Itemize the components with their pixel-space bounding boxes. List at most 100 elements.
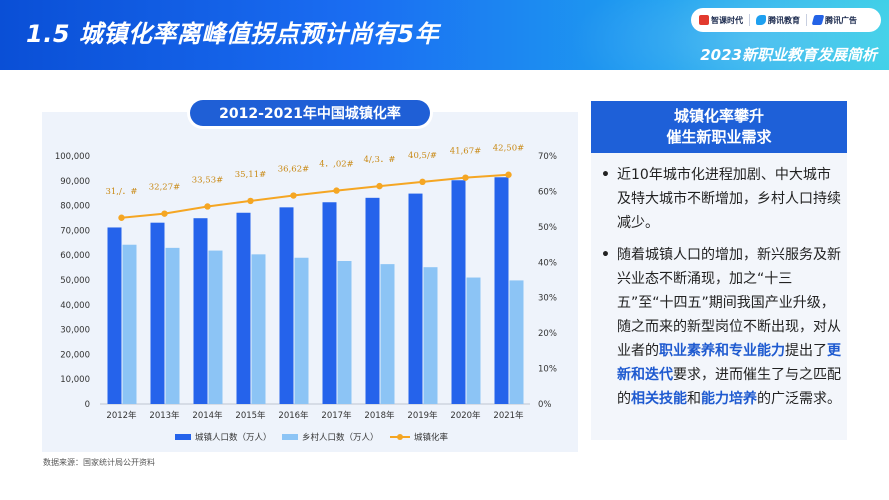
y-right-tick-label: 0%	[538, 400, 552, 410]
legend-urban-label: 城镇人口数（万人）	[195, 432, 272, 443]
highlight-text: 相关技能	[631, 391, 687, 407]
rate-data-label: 4．,02#	[319, 160, 354, 170]
logo-divider	[806, 14, 807, 26]
rate-data-label: 40,5/#	[408, 151, 437, 161]
side-panel-body: • 近10年城市化进程加剧、中大城市及特大城市不断增加，乡村人口持续减少。 • …	[601, 163, 841, 419]
bar-urban	[193, 218, 208, 404]
logo-zhike: 智课时代	[699, 15, 743, 26]
rate-point	[118, 214, 125, 221]
y-left-tick-label: 30,000	[60, 326, 90, 336]
logo-tencent-edu: 腾讯教育	[756, 15, 800, 26]
rate-data-label: 36,62#	[278, 165, 309, 175]
rate-point	[462, 174, 469, 181]
x-tick-label: 2014年	[192, 410, 223, 421]
y-left-tick-label: 50,000	[60, 276, 90, 286]
bar-urban	[365, 197, 380, 404]
logo-tencent-edu-label: 腾讯教育	[768, 15, 800, 25]
rate-point	[247, 197, 254, 205]
logo-divider	[749, 14, 750, 26]
x-tick-label: 2018年	[364, 410, 395, 421]
legend-rural-label: 乡村人口数（万人）	[302, 432, 379, 443]
y-left-tick-label: 80,000	[60, 202, 90, 212]
highlight-text: 职业素养和专业能力	[659, 343, 785, 359]
legend-rural-swatch	[282, 434, 298, 440]
bar-rural	[208, 250, 223, 404]
rate-point	[290, 192, 297, 199]
x-tick-label: 2019年	[407, 410, 438, 421]
page-title: 1.5 城镇化率离峰值拐点预计尚有5年	[26, 20, 440, 48]
y-right-tick-label: 30%	[538, 294, 557, 304]
tencent-edu-logo-icon	[756, 15, 766, 25]
bullet-text: 近10年城市化进程加剧、中大城市及特大城市不断增加，乡村人口持续减少。	[617, 167, 841, 231]
y-right-tick-label: 60%	[538, 187, 557, 197]
x-tick-label: 2020年	[450, 410, 481, 421]
bar-urban	[236, 212, 251, 404]
y-left-tick-label: 40,000	[60, 301, 90, 311]
rate-point	[161, 210, 168, 217]
bar-rural	[466, 277, 481, 404]
bar-rural	[337, 261, 352, 404]
logo-tencent-ads: 腾讯广告	[811, 15, 857, 26]
highlight-text: 能力培养	[701, 391, 757, 407]
y-right-tick-label: 70%	[538, 152, 557, 162]
y-left-tick-label: 60,000	[60, 251, 90, 261]
y-right-tick-label: 50%	[538, 223, 557, 233]
bar-rural	[294, 257, 309, 404]
bar-rural	[509, 280, 524, 404]
bar-urban	[107, 227, 122, 404]
zhike-logo-icon	[699, 15, 709, 25]
bullet-icon: •	[601, 247, 610, 263]
x-tick-label: 2016年	[278, 410, 309, 421]
side-title-line2: 催生新职业需求	[666, 128, 772, 146]
bar-urban	[408, 193, 423, 404]
y-right-tick-label: 20%	[538, 329, 557, 339]
bullet-item: • 近10年城市化进程加剧、中大城市及特大城市不断增加，乡村人口持续减少。	[601, 163, 841, 235]
text-run: 的广泛需求。	[757, 391, 841, 407]
legend-rate-marker	[397, 434, 403, 440]
bar-rural	[251, 254, 266, 404]
legend-rate-label: 城镇化率	[414, 432, 449, 443]
rate-point	[333, 187, 340, 194]
side-title-line1: 城镇化率攀升	[673, 107, 764, 125]
y-left-tick-label: 0	[85, 400, 90, 410]
bar-urban	[279, 207, 294, 404]
source-note: 数据来源：国家统计局公开资料	[43, 458, 155, 467]
bar-urban	[451, 180, 466, 404]
side-panel-header: 城镇化率攀升 催生新职业需求	[591, 101, 847, 153]
rate-data-label: 32,27#	[149, 183, 180, 193]
bar-urban	[150, 222, 165, 404]
rate-data-label: 4/,3．#	[363, 155, 395, 165]
rate-point	[204, 203, 211, 210]
highlight-text: 更新和迭代	[617, 343, 841, 383]
bar-urban	[322, 202, 337, 404]
rate-data-label: 31,/．#	[105, 187, 137, 197]
y-right-tick-label: 10%	[538, 365, 557, 375]
bar-rural	[122, 244, 137, 404]
bar-rural	[423, 267, 438, 404]
y-left-tick-label: 20,000	[60, 350, 90, 360]
bar-urban	[494, 177, 509, 404]
report-subtitle: 2023新职业教育发展简析	[700, 46, 877, 64]
rate-data-label: 33,53#	[192, 175, 223, 185]
rate-data-label: 35,11#	[235, 170, 266, 180]
side-panel: 城镇化率攀升 催生新职业需求 • 近10年城市化进程加剧、中大城市及特大城市不断…	[591, 101, 847, 440]
rate-point	[505, 171, 512, 178]
y-left-tick-label: 70,000	[60, 226, 90, 236]
logo-zhike-label: 智课时代	[711, 15, 743, 25]
bullet-icon: •	[601, 167, 610, 183]
rate-data-label: 42,50#	[493, 144, 524, 154]
legend-urban-swatch	[175, 434, 191, 440]
y-left-tick-label: 10,000	[60, 375, 90, 385]
x-tick-label: 2021年	[493, 410, 524, 421]
logo-tencent-ads-label: 腾讯广告	[825, 15, 857, 25]
text-run: 随着城镇人口的增加，新兴服务及新兴业态不断涌现，加之“十三五”至“十四五”期间我…	[617, 247, 841, 359]
rate-data-label: 41,67#	[450, 147, 481, 157]
text-run: 提出了	[785, 343, 827, 359]
bullet-item: • 随着城镇人口的增加，新兴服务及新兴业态不断涌现，加之“十三五”至“十四五”期…	[601, 243, 841, 411]
chart-title: 2012-2021年中国城镇化率	[190, 100, 430, 126]
y-left-tick-label: 100,000	[55, 152, 90, 162]
rate-point	[376, 182, 383, 190]
logo-bar: 智课时代 腾讯教育 腾讯广告	[691, 8, 881, 32]
